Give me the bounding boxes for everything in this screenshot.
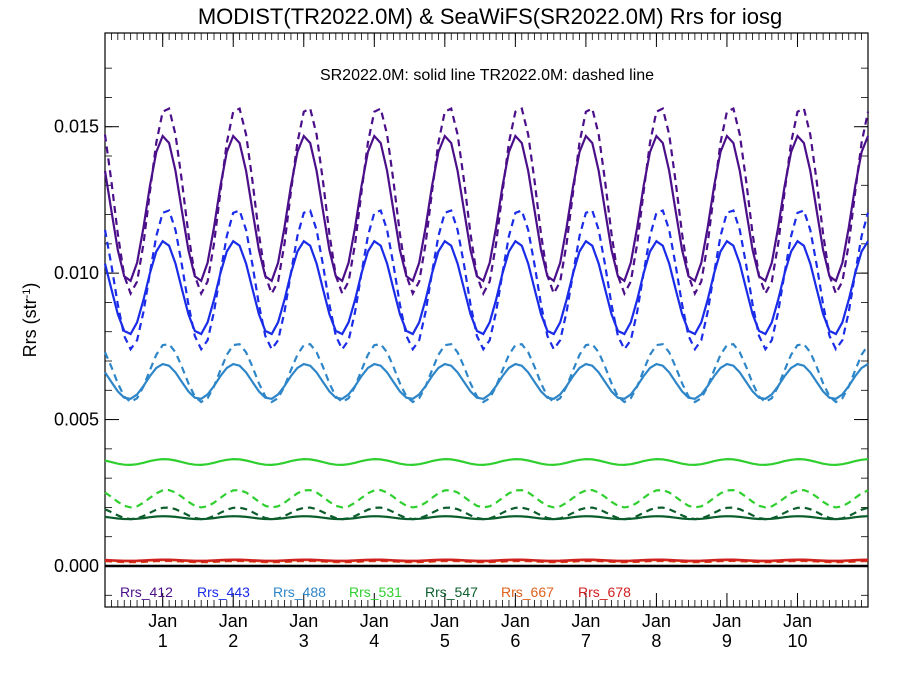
x-tick-year-label: 1 [158, 631, 168, 651]
x-tick-year-label: 6 [510, 631, 520, 651]
x-tick-year-label: 3 [299, 631, 309, 651]
x-tick-year-label: 5 [440, 631, 450, 651]
y-tick-label: 0.010 [54, 263, 99, 283]
series-line-rrs-412-tr2022 [103, 107, 870, 297]
series-line-rrs-531-sr2022 [104, 457, 869, 467]
legend: Rrs_412 Rrs_443 Rrs_488 Rrs_531 Rrs_547 Rrs_6… [120, 584, 631, 600]
x-tick-month-label: Jan [501, 611, 530, 631]
x-tick-month-label: Jan [289, 611, 318, 631]
x-tick-month-label: Jan [642, 611, 671, 631]
x-tick-year-label: 4 [369, 631, 379, 651]
series-line-rrs-547-sr2022 [104, 515, 869, 521]
plot-area: SR2022.0M: solid line TR2022.0M: dashed … [54, 32, 870, 651]
y-axis-label-main: Rrs (str [20, 298, 40, 357]
legend-item-rrs-488: Rrs_488 [273, 584, 326, 600]
legend-item-rrs-412: Rrs_412 [120, 584, 173, 600]
x-tick-year-label: 9 [722, 631, 732, 651]
x-tick-month-label: Jan [360, 611, 389, 631]
series-layer [103, 107, 870, 568]
series-line-rrs-547-tr2022 [104, 506, 869, 521]
x-tick-month-label: Jan [712, 611, 741, 631]
x-tick-year-label: 2 [228, 631, 238, 651]
x-tick-year-label: 10 [787, 631, 807, 651]
chart-title: MODIST(TR2022.0M) & SeaWiFS(SR2022.0M) R… [198, 4, 782, 29]
x-tick-year-label: 8 [651, 631, 661, 651]
x-axis: Jan1Jan2Jan3Jan4Jan5Jan6Jan7Jan8Jan9Jan1… [104, 33, 869, 651]
legend-item-rrs-531: Rrs_531 [349, 584, 402, 600]
y-axis-label-sup: -1 [21, 289, 33, 299]
y-tick-label: 0.005 [54, 410, 99, 430]
y-axis: 0.000 0.005 0.010 0.015 [54, 67, 868, 596]
legend-item-rrs-678: Rrs_678 [578, 584, 631, 600]
legend-item-rrs-667: Rrs_667 [501, 584, 554, 600]
legend-item-rrs-443: Rrs_443 [197, 584, 250, 600]
y-axis-label: Rrs (str-1) [20, 283, 40, 358]
y-tick-label: 0.015 [54, 117, 99, 137]
y-tick-label: 0.000 [54, 556, 99, 576]
line-style-note: SR2022.0M: solid line TR2022.0M: dashed … [320, 67, 654, 84]
x-tick-month-label: Jan [219, 611, 248, 631]
series-line-rrs-412-sr2022 [103, 133, 870, 283]
x-tick-month-label: Jan [430, 611, 459, 631]
legend-item-rrs-547: Rrs_547 [425, 584, 478, 600]
series-line-rrs-488-sr2022 [104, 362, 869, 400]
y-axis-label-close: ) [20, 283, 40, 289]
x-tick-month-label: Jan [148, 611, 177, 631]
x-tick-year-label: 7 [581, 631, 591, 651]
series-line-rrs-678-sr2022 [104, 558, 869, 562]
x-tick-month-label: Jan [571, 611, 600, 631]
x-tick-month-label: Jan [783, 611, 812, 631]
plot-frame [104, 32, 869, 608]
series-line-rrs-443-sr2022 [103, 239, 869, 336]
series-line-rrs-488-tr2022 [103, 343, 869, 404]
series-line-rrs-531-tr2022 [104, 488, 869, 509]
